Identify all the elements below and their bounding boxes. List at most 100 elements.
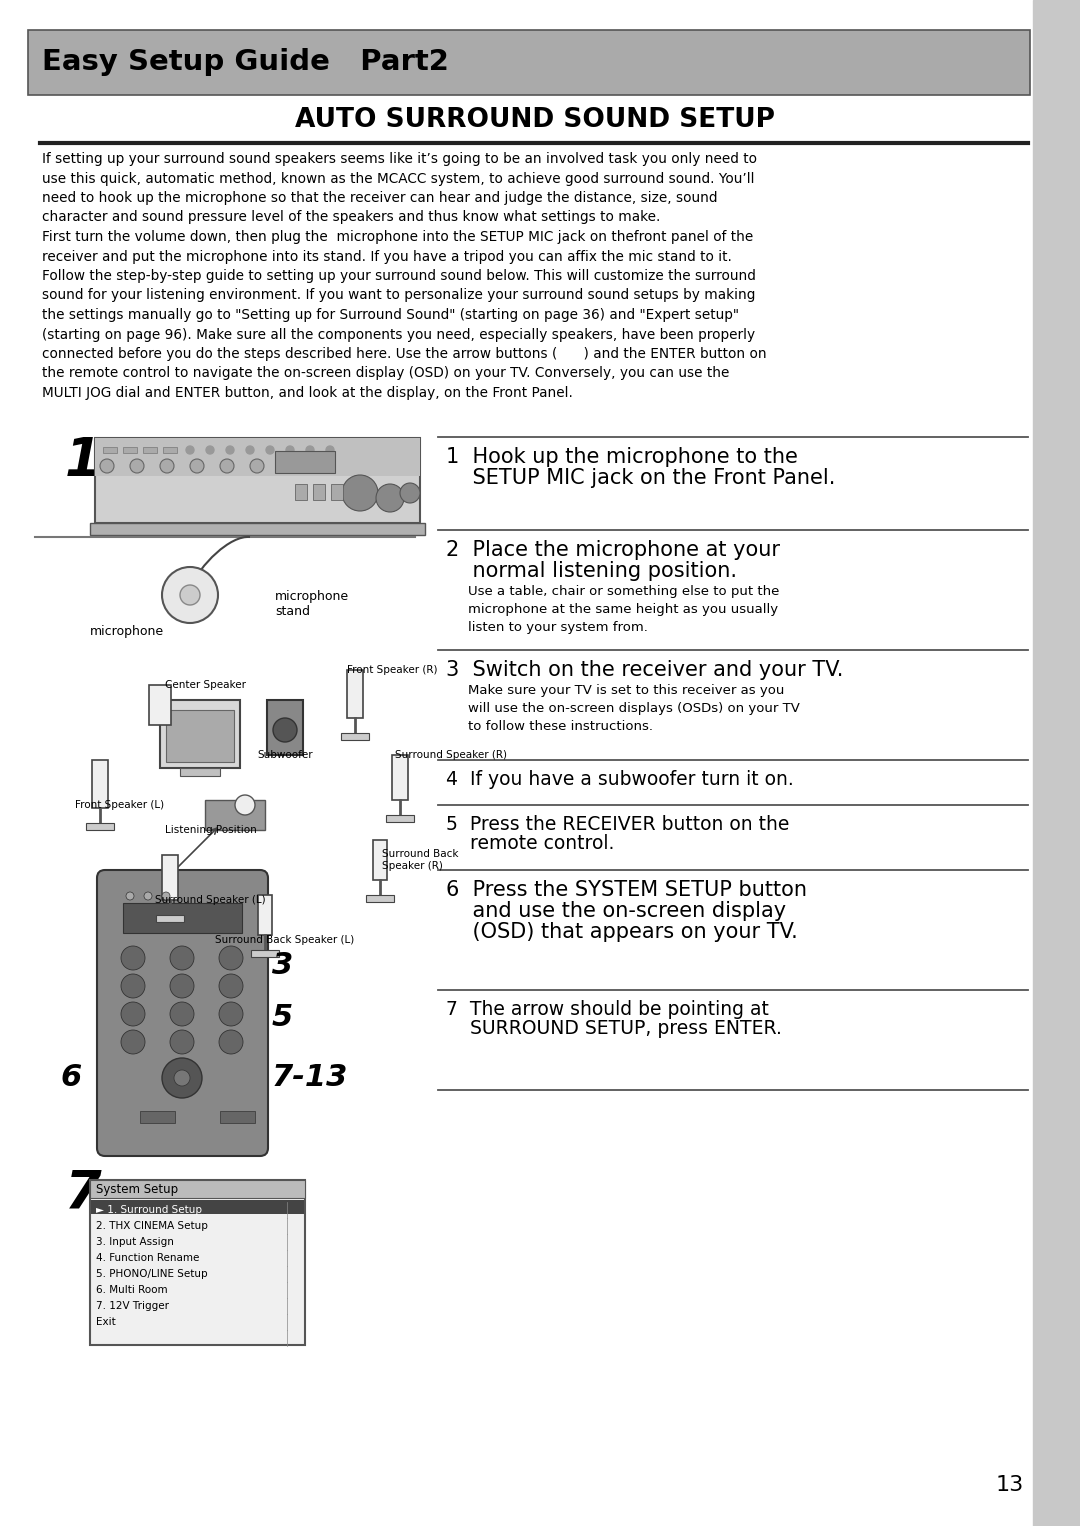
Text: Easy Setup Guide   Part2: Easy Setup Guide Part2	[42, 49, 449, 76]
Text: AUTO SURROUND SOUND SETUP: AUTO SURROUND SOUND SETUP	[295, 107, 775, 133]
Bar	[95, 438, 420, 476]
Bar	[258, 896, 272, 935]
Bar	[366, 896, 394, 902]
Bar	[220, 1111, 255, 1123]
Bar	[28, 31, 1030, 95]
Circle shape	[226, 446, 234, 455]
Text: Surround Back Speaker (L): Surround Back Speaker (L)	[215, 935, 354, 945]
Bar	[347, 670, 363, 719]
Text: 7-13: 7-13	[272, 1064, 349, 1093]
Text: 5  Press the RECEIVER button on the: 5 Press the RECEIVER button on the	[446, 815, 789, 835]
Circle shape	[400, 484, 420, 504]
Text: 7  The arrow should be pointing at: 7 The arrow should be pointing at	[446, 1000, 769, 1019]
Text: 6: 6	[60, 1064, 81, 1093]
Text: normal listening position.: normal listening position.	[446, 562, 737, 581]
Circle shape	[246, 446, 254, 455]
Circle shape	[174, 1070, 190, 1087]
Circle shape	[219, 1003, 243, 1025]
Text: Surround Speaker (L): Surround Speaker (L)	[156, 896, 266, 905]
Bar	[205, 800, 265, 830]
Circle shape	[170, 946, 194, 971]
Bar	[160, 700, 240, 768]
Bar	[90, 523, 426, 536]
Circle shape	[144, 893, 152, 900]
Circle shape	[170, 1003, 194, 1025]
Text: 1: 1	[65, 435, 102, 487]
Bar	[341, 732, 369, 740]
Bar	[275, 452, 335, 473]
Circle shape	[121, 946, 145, 971]
Circle shape	[306, 446, 314, 455]
Bar	[166, 710, 234, 761]
Text: Surround Back
Speaker (R): Surround Back Speaker (R)	[382, 848, 459, 871]
Bar	[123, 447, 137, 453]
FancyBboxPatch shape	[97, 870, 268, 1157]
Circle shape	[376, 484, 404, 513]
Circle shape	[162, 1058, 202, 1099]
Circle shape	[186, 446, 194, 455]
Circle shape	[326, 446, 334, 455]
Text: 4  If you have a subwoofer turn it on.: 4 If you have a subwoofer turn it on.	[446, 771, 794, 789]
Text: Follow the step-by-step guide to setting up your surround sound below. This will: Follow the step-by-step guide to setting…	[42, 269, 756, 282]
Bar	[156, 916, 184, 922]
Bar	[163, 447, 177, 453]
Circle shape	[280, 459, 294, 473]
Text: microphone
stand: microphone stand	[275, 591, 349, 618]
Text: 5: 5	[272, 1004, 294, 1033]
Text: 1  Hook up the microphone to the: 1 Hook up the microphone to the	[446, 447, 798, 467]
Text: receiver and put the microphone into its stand. If you have a tripod you can aff: receiver and put the microphone into its…	[42, 249, 732, 264]
Text: If setting up your surround sound speakers seems like it’s going to be an involv: If setting up your surround sound speake…	[42, 153, 757, 166]
Text: 7. 12V Trigger: 7. 12V Trigger	[96, 1302, 168, 1311]
Text: need to hook up the microphone so that the receiver can hear and judge the dista: need to hook up the microphone so that t…	[42, 191, 717, 204]
Bar	[123, 903, 242, 932]
Text: Front Speaker (L): Front Speaker (L)	[75, 800, 164, 810]
Bar	[295, 484, 307, 501]
Text: character and sound pressure level of the speakers and thus know what settings t: character and sound pressure level of th…	[42, 211, 660, 224]
Bar	[1032, 0, 1080, 1526]
Circle shape	[121, 974, 145, 998]
Bar	[180, 768, 220, 777]
Circle shape	[206, 446, 214, 455]
Text: 13: 13	[996, 1476, 1024, 1495]
Text: (OSD) that appears on your TV.: (OSD) that appears on your TV.	[446, 922, 798, 942]
Text: Exit: Exit	[96, 1317, 116, 1328]
Text: 3. Input Assign: 3. Input Assign	[96, 1238, 174, 1247]
Text: use this quick, automatic method, known as the MCACC system, to achieve good sur: use this quick, automatic method, known …	[42, 171, 755, 186]
Bar	[386, 815, 414, 823]
Text: ► 1. Surround Setup: ► 1. Surround Setup	[96, 1206, 202, 1215]
Text: Center Speaker: Center Speaker	[165, 681, 246, 690]
Text: Front Speaker (R): Front Speaker (R)	[347, 665, 437, 674]
Circle shape	[342, 475, 378, 511]
Circle shape	[162, 893, 170, 900]
Text: First turn the volume down, then plug the  microphone into the SETUP MIC jack on: First turn the volume down, then plug th…	[42, 230, 753, 244]
Bar	[140, 1111, 175, 1123]
Text: 6  Press the SYSTEM SETUP button: 6 Press the SYSTEM SETUP button	[446, 881, 807, 900]
Text: 5. PHONO/LINE Setup: 5. PHONO/LINE Setup	[96, 1270, 207, 1279]
Circle shape	[219, 974, 243, 998]
Circle shape	[219, 1030, 243, 1054]
Bar	[90, 1180, 305, 1198]
Circle shape	[180, 584, 200, 604]
Bar	[91, 1199, 303, 1215]
Bar	[251, 951, 279, 957]
Text: Make sure your TV is set to this receiver as you
will use the on-screen displays: Make sure your TV is set to this receive…	[468, 684, 800, 732]
Text: 4. Function Rename: 4. Function Rename	[96, 1253, 200, 1264]
Circle shape	[160, 459, 174, 473]
Text: sound for your listening environment. If you want to personalize your surround s: sound for your listening environment. If…	[42, 288, 755, 302]
Bar	[92, 760, 108, 807]
Circle shape	[190, 459, 204, 473]
Circle shape	[235, 795, 255, 815]
Bar	[373, 839, 387, 881]
Bar	[313, 484, 325, 501]
Circle shape	[162, 568, 218, 623]
Circle shape	[170, 974, 194, 998]
Circle shape	[100, 459, 114, 473]
Bar	[90, 1180, 305, 1344]
Text: the settings manually go to "Setting up for Surround Sound" (starting on page 36: the settings manually go to "Setting up …	[42, 308, 739, 322]
Text: Listening Position: Listening Position	[165, 826, 257, 835]
Text: SURROUND SETUP, press ENTER.: SURROUND SETUP, press ENTER.	[446, 1019, 782, 1038]
Bar	[149, 685, 171, 725]
Bar	[392, 755, 408, 800]
Circle shape	[219, 946, 243, 971]
Circle shape	[286, 446, 294, 455]
